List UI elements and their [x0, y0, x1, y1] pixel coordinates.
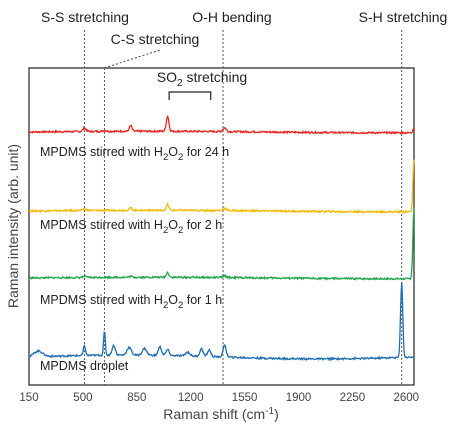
plot-frame	[28, 67, 415, 386]
series-label-h2: MPDMS stirred with H2O2 for 2 h	[40, 218, 222, 236]
series-labels: MPDMS stirred with H2O2 for 24 h MPDMS st…	[40, 145, 229, 373]
series-line-h1	[28, 207, 415, 281]
x-axis-title: Raman shift (cm-1)	[163, 406, 279, 422]
series-line-drop	[28, 282, 415, 362]
annotation-labels: S-S stretching C-S stretching O-H bending S…	[41, 9, 447, 47]
x-tick-label: 500	[73, 392, 92, 404]
x-tick-label: 1200	[178, 392, 204, 404]
cs-leader-line	[104, 49, 161, 69]
x-tick-label: 1900	[286, 392, 312, 404]
so2-bracket	[168, 91, 212, 100]
x-tick-label: 150	[19, 392, 38, 404]
annotation-ss: S-S stretching	[41, 9, 129, 25]
x-tick-label: 2600	[394, 392, 420, 404]
series-label-drop: MPDMS droplet	[40, 359, 129, 373]
x-tick-label: 1550	[232, 392, 258, 404]
series-line-h2	[28, 159, 415, 215]
annotation-cs: C-S stretching	[111, 31, 200, 47]
x-tick-labels: 150 500 850 1200 1550 1900 2250 2600	[19, 392, 419, 404]
annotation-sh: S-H stretching	[359, 9, 448, 25]
annotation-oh: O-H bending	[192, 9, 271, 25]
y-axis-title: Raman intensity (arb. unit)	[5, 144, 21, 308]
x-tick-label: 2250	[340, 392, 366, 404]
series-line-h24	[28, 114, 415, 135]
series-label-h24: MPDMS stirred with H2O2 for 24 h	[40, 145, 229, 163]
so2-label: SO2 stretching	[157, 69, 247, 89]
series-label-h1: MPDMS stirred with H2O2 for 1 h	[40, 293, 222, 311]
x-tick-label: 850	[127, 392, 146, 404]
series-group	[28, 114, 415, 362]
